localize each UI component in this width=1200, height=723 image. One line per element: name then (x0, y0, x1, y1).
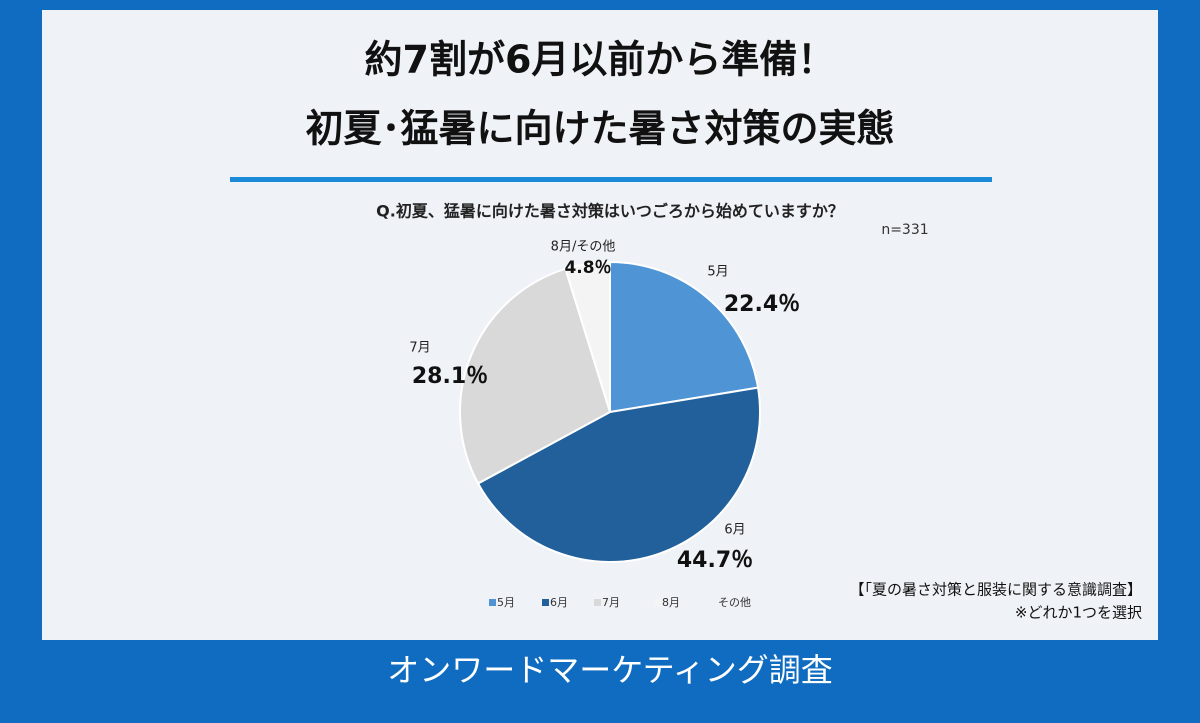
question: Q.初夏、猛暑に向けた暑さ対策はいつごろから始めていますか？ (376, 202, 844, 221)
title: 約7割が6月以前から準備！ (365, 38, 836, 82)
source: 【「夏の暑さ対策と服装に関する意識調査】 (849, 581, 1142, 599)
category-label: 6月 (724, 523, 745, 538)
legend-marker (594, 599, 601, 606)
pie-slice (609, 260, 760, 414)
legend-label: 5月 (497, 596, 515, 609)
pie-slice (459, 267, 612, 485)
subtitle: 初夏･猛暑に向けた暑さ対策の実態 (305, 107, 894, 151)
footer: オンワードマーケティング調査 (387, 651, 832, 689)
category-label: 7月 (409, 341, 430, 356)
value-label: 28.1％ (412, 364, 488, 389)
sample-size: n=331 (881, 222, 928, 238)
legend-marker (542, 599, 549, 606)
source-note: ※どれか1つを選択 (1015, 604, 1142, 622)
legend-label: 8月 (662, 596, 680, 609)
legend-label: 6月 (550, 596, 568, 609)
legend-label: 7月 (602, 596, 620, 609)
category-label: 8月/その他 (551, 240, 616, 255)
legend-marker (489, 599, 496, 606)
divider (230, 177, 992, 182)
category-label: 5月 (707, 265, 728, 280)
value-label: 44.7％ (677, 548, 753, 573)
pie-slice (476, 386, 761, 563)
legend-label: その他 (718, 596, 751, 609)
value-label: 4.8％ (564, 258, 611, 278)
pie-slice (564, 260, 611, 413)
value-label: 22.4％ (724, 292, 800, 317)
legend-marker (654, 599, 661, 606)
